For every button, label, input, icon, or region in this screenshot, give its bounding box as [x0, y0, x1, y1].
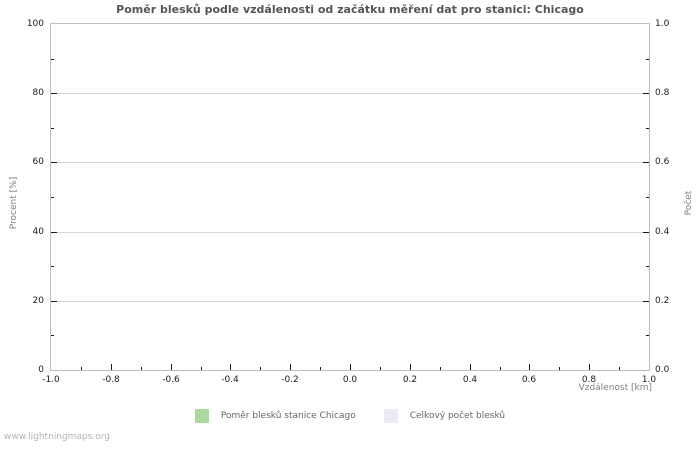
legend-swatch-total-count [383, 409, 398, 423]
x-minor-tick [380, 367, 381, 370]
y2-axis-label: Počet [684, 190, 694, 216]
gridline [51, 232, 649, 233]
y-major-tick [51, 162, 57, 163]
legend-item-station-ratio: Poměr blesků stanice Chicago [194, 409, 356, 423]
plot-area [50, 23, 650, 371]
x-major-tick [171, 364, 172, 370]
y2-minor-tick [646, 197, 649, 198]
y-tick-label: 100 [26, 19, 44, 29]
y2-minor-tick [646, 266, 649, 267]
y-minor-tick [51, 197, 54, 198]
y2-minor-tick [646, 335, 649, 336]
y-tick-label: 60 [32, 157, 44, 167]
x-minor-tick [260, 367, 261, 370]
x-tick-label: 0.2 [402, 375, 418, 385]
y-minor-tick [51, 266, 54, 267]
y2-minor-tick [646, 128, 649, 129]
gridline [51, 162, 649, 163]
y2-tick-label: 0.4 [655, 227, 670, 237]
y-major-tick [51, 93, 57, 94]
x-minor-tick [81, 367, 82, 370]
x-minor-tick [141, 367, 142, 370]
y2-tick-label: 0.8 [655, 88, 670, 98]
x-minor-tick [201, 367, 202, 370]
legend-label-station-ratio: Poměr blesků stanice Chicago [220, 411, 356, 421]
x-tick-label: -0.6 [162, 375, 180, 385]
x-major-tick [410, 364, 411, 370]
x-major-tick [529, 364, 530, 370]
y2-tick-label: 0.6 [655, 157, 670, 167]
y-minor-tick [51, 128, 54, 129]
gridline [51, 93, 649, 94]
x-major-tick [589, 364, 590, 370]
watermark: www.lightningmaps.org [4, 432, 110, 442]
y2-tick-label: 0.2 [655, 296, 670, 306]
gridline [51, 301, 649, 302]
x-major-tick [290, 364, 291, 370]
y-major-tick [51, 232, 57, 233]
y-minor-tick [51, 335, 54, 336]
x-tick-label: 0.8 [581, 375, 597, 385]
x-tick-label: 0.0 [342, 375, 358, 385]
y-tick-label: 80 [32, 88, 44, 98]
x-tick-label: -0.8 [102, 375, 120, 385]
y2-tick-label: 1.0 [655, 19, 670, 29]
x-major-tick [230, 364, 231, 370]
legend-swatch-station-ratio [194, 409, 209, 423]
legend-item-total-count: Celkový počet blesků [383, 409, 506, 423]
x-major-tick [350, 364, 351, 370]
x-major-tick [470, 364, 471, 370]
x-tick-label: -0.2 [281, 375, 299, 385]
legend: Poměr blesků stanice Chicago Celkový poč… [0, 409, 700, 423]
x-tick-label: -1.0 [42, 375, 60, 385]
x-axis-label: Vzdálenost [km] [578, 383, 652, 393]
legend-label-total-count: Celkový počet blesků [409, 411, 506, 421]
y-minor-tick [51, 59, 54, 60]
x-tick-label: 0.4 [462, 375, 478, 385]
y2-major-tick [643, 93, 649, 94]
x-minor-tick [619, 367, 620, 370]
y-major-tick [51, 301, 57, 302]
x-tick-label: 1.0 [641, 375, 657, 385]
x-minor-tick [500, 367, 501, 370]
y-tick-label: 20 [32, 296, 44, 306]
y2-major-tick [643, 301, 649, 302]
x-tick-label: 0.6 [521, 375, 537, 385]
x-minor-tick [559, 367, 560, 370]
x-minor-tick [320, 367, 321, 370]
y2-major-tick [643, 232, 649, 233]
y-tick-label: 40 [32, 227, 44, 237]
x-tick-label: -0.4 [221, 375, 239, 385]
x-major-tick [111, 364, 112, 370]
y2-tick-label: 0.0 [655, 365, 670, 375]
x-minor-tick [440, 367, 441, 370]
y2-major-tick [643, 162, 649, 163]
y2-minor-tick [646, 59, 649, 60]
y-tick-label: 0 [38, 365, 44, 375]
chart-title: Poměr blesků podle vzdálenosti od začátk… [116, 3, 584, 16]
